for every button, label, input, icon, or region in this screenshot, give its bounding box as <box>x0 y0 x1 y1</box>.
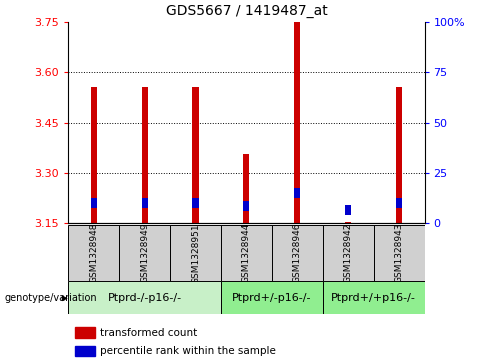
Bar <box>345 221 351 223</box>
Bar <box>294 22 301 223</box>
Bar <box>244 201 249 212</box>
Text: GSM1328943: GSM1328943 <box>395 223 404 284</box>
FancyBboxPatch shape <box>68 281 221 314</box>
FancyBboxPatch shape <box>221 281 323 314</box>
Text: GSM1328942: GSM1328942 <box>344 223 353 284</box>
Text: GSM1328946: GSM1328946 <box>293 223 302 284</box>
FancyBboxPatch shape <box>170 225 221 281</box>
FancyBboxPatch shape <box>272 225 323 281</box>
FancyBboxPatch shape <box>374 225 425 281</box>
Text: Ptprd+/-p16-/-: Ptprd+/-p16-/- <box>232 293 312 303</box>
Text: percentile rank within the sample: percentile rank within the sample <box>101 346 276 356</box>
Bar <box>91 198 97 208</box>
Bar <box>142 87 148 223</box>
Bar <box>345 205 351 215</box>
FancyBboxPatch shape <box>68 225 119 281</box>
Bar <box>91 87 97 223</box>
Text: GSM1328944: GSM1328944 <box>242 223 251 284</box>
Bar <box>192 87 199 223</box>
Bar <box>244 154 249 223</box>
Bar <box>76 346 95 356</box>
Text: GSM1328948: GSM1328948 <box>89 223 98 284</box>
Bar <box>396 87 402 223</box>
Text: Ptprd+/+p16-/-: Ptprd+/+p16-/- <box>331 293 416 303</box>
FancyBboxPatch shape <box>221 225 272 281</box>
Bar <box>192 198 199 208</box>
Bar <box>76 327 95 338</box>
Text: GSM1328949: GSM1328949 <box>140 223 149 284</box>
Bar <box>142 198 148 208</box>
Text: genotype/variation: genotype/variation <box>5 293 98 303</box>
FancyBboxPatch shape <box>323 225 374 281</box>
FancyBboxPatch shape <box>119 225 170 281</box>
Text: Ptprd-/-p16-/-: Ptprd-/-p16-/- <box>107 293 182 303</box>
Text: GSM1328951: GSM1328951 <box>191 223 200 284</box>
FancyBboxPatch shape <box>323 281 425 314</box>
Bar <box>396 198 402 208</box>
Bar <box>294 188 301 198</box>
Title: GDS5667 / 1419487_at: GDS5667 / 1419487_at <box>165 4 327 18</box>
Text: transformed count: transformed count <box>101 328 198 338</box>
